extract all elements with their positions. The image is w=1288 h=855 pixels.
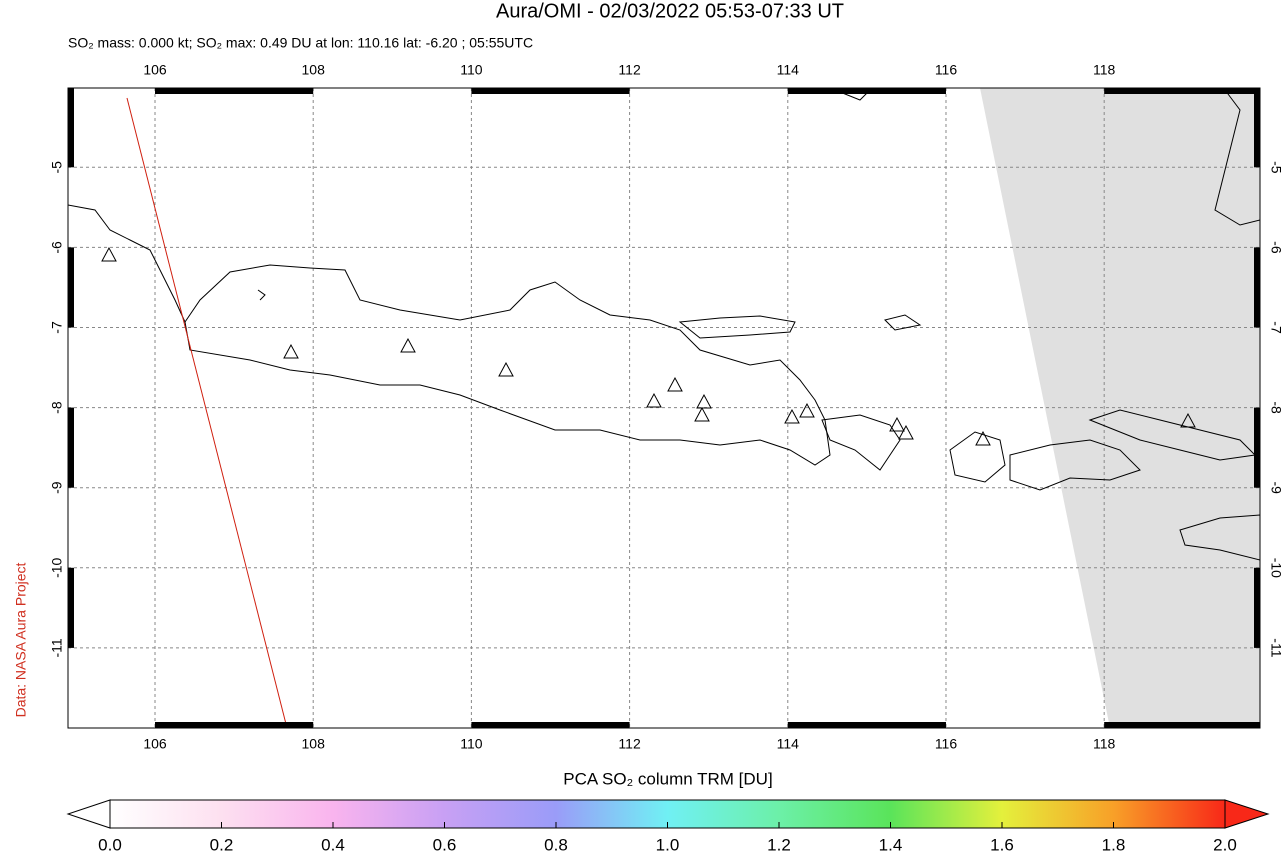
frame-bar [1254, 247, 1260, 328]
colorbar-tick-label: 0.6 [433, 835, 457, 854]
colorbar-tick-label: 0.4 [321, 835, 345, 854]
x-tick-label: 108 [302, 736, 326, 752]
x-tick-label: 114 [777, 736, 800, 752]
x-tick-label: 112 [618, 62, 641, 78]
volcanoes [101, 246, 1196, 446]
volcano [784, 408, 800, 424]
volcano [799, 402, 815, 418]
y-tick-label: -5 [49, 161, 65, 174]
x-tick-label: 116 [935, 736, 958, 752]
y-tick-label: -11 [1268, 638, 1284, 657]
frame-bar [471, 722, 630, 728]
frame-bar [1254, 88, 1260, 168]
volcano [400, 337, 416, 353]
frame-bar [787, 88, 946, 94]
colorbar-tick-label: 1.6 [990, 835, 1014, 854]
volcano [696, 393, 712, 409]
volcano [101, 246, 117, 262]
x-tick-label: 114 [777, 62, 800, 78]
x-tick-label: 112 [618, 736, 641, 752]
colorbar-tick-label: 1.8 [1102, 835, 1126, 854]
coastlines [68, 89, 1260, 561]
volcano [889, 416, 905, 432]
y-tick-label: -7 [1268, 321, 1284, 334]
volcano [975, 430, 991, 446]
colorbar-tick-label: 2.0 [1213, 835, 1237, 854]
colorbar-tick-label: 1.2 [767, 835, 791, 854]
subtitle: SO₂ mass: 0.000 kt; SO₂ max: 0.49 DU at … [68, 35, 533, 51]
colorbar-tick-label: 0.8 [544, 835, 568, 854]
x-tick-label: 108 [302, 62, 326, 78]
colorbar-high-arrow [1224, 799, 1270, 829]
volcano [646, 392, 662, 408]
orbit-track [126, 97, 288, 728]
x-tick-label: 110 [460, 736, 483, 752]
y-tick-label: -10 [49, 557, 65, 577]
x-tick-label: 118 [1093, 62, 1116, 78]
volcano [898, 424, 914, 440]
map-area [68, 88, 1260, 728]
y-tick-label: -5 [1268, 161, 1284, 174]
frame-bar [471, 88, 630, 94]
colorbar-tick-label: 0.0 [98, 835, 122, 854]
x-tick-label: 106 [143, 62, 167, 78]
volcano [694, 406, 710, 422]
y-tick-label: -6 [49, 241, 65, 254]
y-tick-label: -10 [1268, 558, 1284, 578]
colorbar-tick-label: 1.0 [656, 835, 680, 854]
y-tick-label: -9 [49, 481, 65, 494]
frame-bar [1254, 567, 1260, 648]
title: Aura/OMI - 02/03/2022 05:53-07:33 UT [496, 0, 844, 22]
frame-bar [1104, 88, 1260, 94]
x-tick-label: 116 [935, 62, 958, 78]
y-tick-label: -9 [1268, 481, 1284, 494]
frame-bar [155, 88, 314, 94]
y-tick-label: -7 [49, 321, 65, 334]
volcano [283, 343, 299, 359]
colorbar-tick-label: 1.4 [879, 835, 903, 854]
frame-bar [1254, 407, 1260, 488]
colorbar-low-arrow [66, 799, 111, 829]
x-tick-label: 118 [1093, 736, 1116, 752]
credit: Data: NASA Aura Project [13, 562, 29, 717]
colorbar-tick-label: 0.2 [210, 835, 234, 854]
frame-bar [68, 407, 74, 488]
volcano [1180, 412, 1196, 428]
colorbar-label: PCA SO₂ column TRM [DU] [563, 769, 772, 788]
frame-bar [787, 722, 946, 728]
frame-bar [1104, 722, 1260, 728]
volcano [498, 361, 514, 377]
y-tick-label: -6 [1268, 241, 1284, 254]
frame-bar [68, 88, 74, 168]
map-frame [67, 87, 1261, 729]
y-tick-label: -8 [49, 401, 65, 414]
y-tick-label: -11 [49, 638, 65, 657]
frame-bar [68, 247, 74, 328]
x-tick-label: 110 [460, 62, 483, 78]
x-tick-label: 106 [143, 736, 167, 752]
volcano [667, 376, 683, 392]
frame-bar [155, 722, 314, 728]
y-tick-label: -8 [1268, 401, 1284, 414]
frame-bar [68, 567, 74, 648]
